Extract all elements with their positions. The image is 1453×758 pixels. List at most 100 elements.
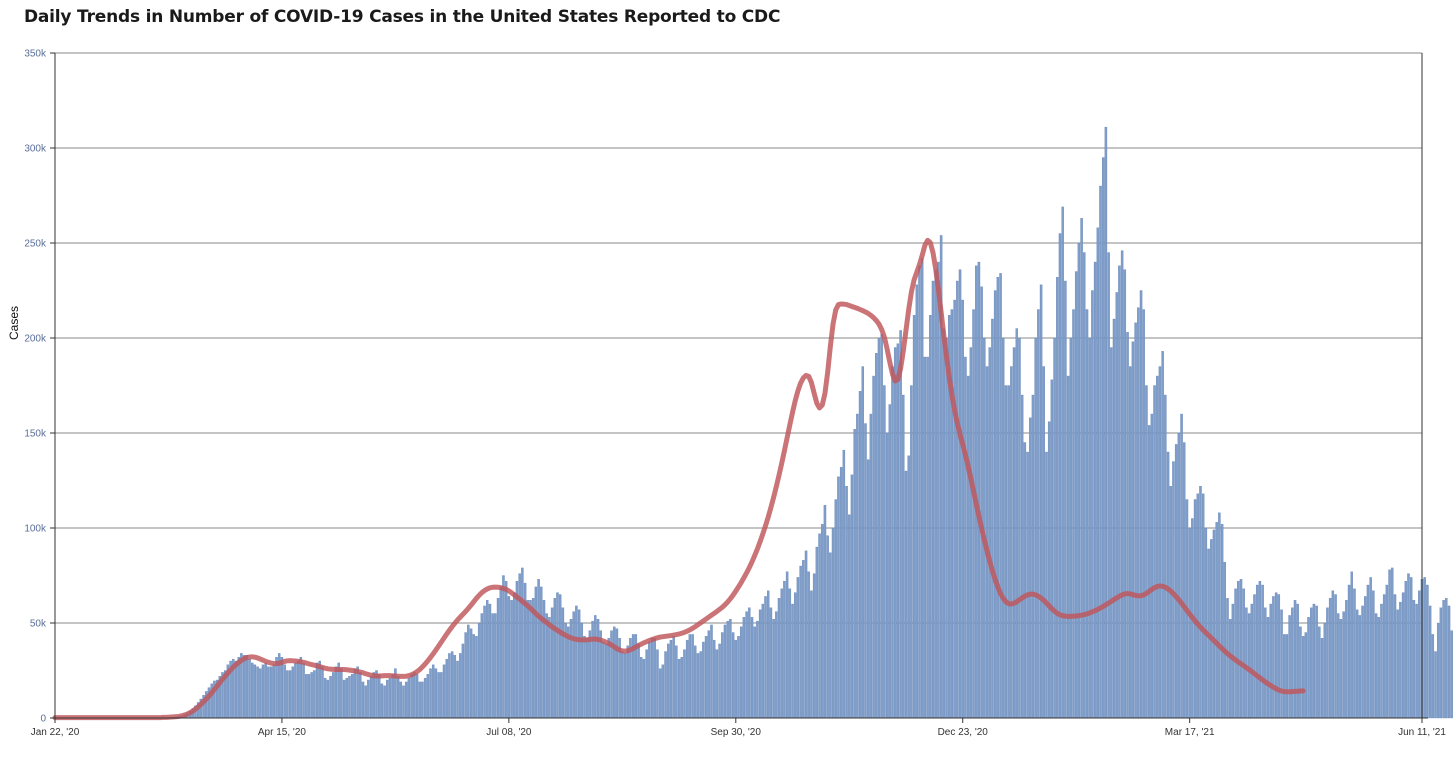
case-bar (942, 328, 946, 719)
case-bar (672, 636, 675, 719)
case-bar (567, 626, 570, 719)
case-bar (1034, 337, 1037, 719)
case-bar (1096, 227, 1100, 719)
case-bar (688, 634, 692, 719)
case-bar (1277, 594, 1281, 719)
case-bar (569, 619, 573, 719)
case-bar (675, 645, 678, 719)
case-bar (491, 613, 494, 719)
case-bar (1083, 252, 1086, 719)
case-bar (553, 598, 557, 719)
x-tick-label: Apr 15, '20 (258, 727, 306, 738)
case-bar (780, 588, 783, 719)
case-bar (388, 677, 392, 719)
case-bar (1350, 571, 1353, 719)
x-tick-label: Dec 23, '20 (938, 727, 989, 738)
case-bar (726, 620, 729, 719)
case-bar (769, 607, 773, 719)
case-bar (1304, 632, 1308, 719)
case-bar (513, 592, 516, 719)
case-bar (1150, 413, 1154, 719)
case-bar (1107, 252, 1110, 719)
case-bar (407, 677, 411, 719)
case-bar (288, 670, 292, 719)
case-bar (956, 280, 959, 719)
case-bar (993, 290, 997, 719)
case-bar (415, 674, 419, 719)
case-bar (1320, 638, 1324, 719)
case-bar (1072, 309, 1075, 719)
case-bar (1031, 394, 1035, 719)
case-bar (1293, 600, 1297, 719)
case-bar (531, 598, 535, 719)
case-bar (1199, 486, 1202, 719)
y-axis-label: Cases (7, 306, 21, 340)
case-bar (818, 533, 821, 719)
case-bar (761, 603, 765, 719)
case-bar (1012, 347, 1016, 719)
case-bar (353, 668, 357, 719)
daily-case-bars (161, 126, 1453, 719)
case-bar (796, 577, 800, 719)
case-bar (864, 423, 867, 719)
case-bar (1237, 581, 1240, 719)
case-bar (1388, 569, 1391, 719)
case-bar (623, 653, 627, 719)
case-bar (807, 571, 810, 719)
case-bar (529, 600, 532, 719)
case-bar (893, 347, 897, 719)
case-bar (256, 666, 259, 719)
case-bar (1264, 607, 1267, 719)
case-bar (1201, 493, 1205, 719)
case-bar (577, 609, 581, 719)
case-bar (1169, 486, 1172, 719)
case-bar (356, 666, 359, 719)
case-bar (315, 662, 319, 719)
case-bar (653, 638, 656, 719)
case-bar (1134, 322, 1137, 719)
case-bar (1301, 636, 1305, 719)
case-bar (383, 685, 386, 719)
case-bar (504, 581, 508, 719)
case-bar (858, 391, 862, 719)
case-bar (396, 676, 400, 719)
case-bar (1412, 600, 1416, 719)
case-bar (321, 666, 324, 719)
case-bar (585, 638, 589, 719)
case-bar (694, 645, 697, 719)
case-bar (977, 261, 981, 719)
case-bar (591, 620, 594, 719)
case-bar (459, 653, 462, 719)
case-bar (764, 596, 767, 719)
case-bar (1382, 594, 1386, 719)
case-bar (348, 676, 351, 719)
case-bar (380, 683, 384, 719)
case-bar (261, 664, 265, 719)
case-bar (1226, 598, 1229, 719)
case-bar (980, 286, 983, 719)
y-tick-label: 50k (30, 619, 47, 630)
case-bar (1393, 594, 1397, 719)
case-bar (280, 657, 284, 719)
case-bar (307, 674, 311, 719)
case-bar (299, 657, 303, 719)
case-bar (1415, 603, 1418, 719)
case-bar (480, 613, 484, 719)
case-bar (350, 674, 354, 719)
case-bar (1337, 613, 1340, 719)
case-bar (872, 375, 875, 719)
case-bar (1296, 603, 1299, 719)
case-bar (1177, 432, 1181, 719)
case-bar (904, 470, 908, 719)
case-bar (823, 505, 827, 719)
case-bar (1180, 413, 1183, 719)
case-bar (669, 639, 673, 719)
case-bar (594, 615, 597, 719)
case-bar (1174, 444, 1178, 719)
case-bar (448, 653, 451, 719)
case-bar (326, 679, 330, 719)
case-bar (1345, 600, 1348, 719)
case-bar (737, 636, 740, 719)
case-bar (999, 273, 1002, 719)
case-bar (483, 605, 486, 719)
